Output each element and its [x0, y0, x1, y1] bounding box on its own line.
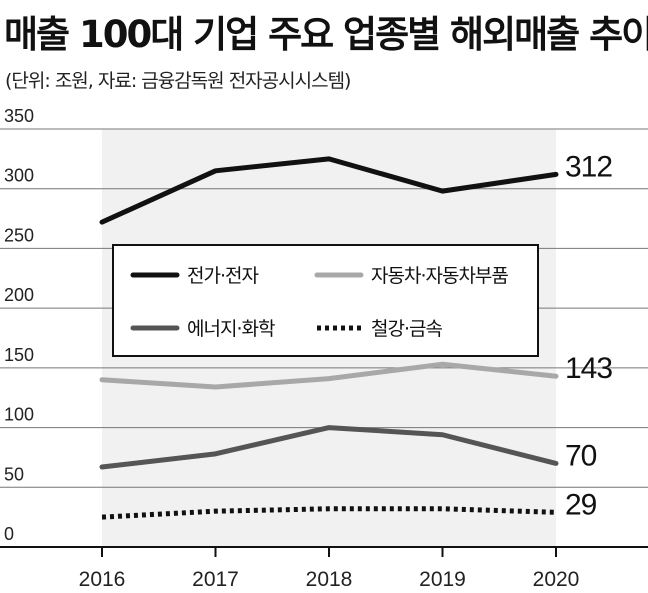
chart-title: 매출 100대 기업 주요 업종별 해외매출 추이	[4, 13, 648, 56]
series-end-label: 29	[565, 488, 597, 521]
y-tick-label: 100	[4, 405, 34, 425]
x-tick-label: 2016	[79, 568, 126, 591]
series-end-label: 143	[565, 352, 612, 385]
legend-entry: 에너지·화학	[187, 318, 275, 340]
y-tick-label: 350	[4, 106, 34, 126]
x-tick-label: 2018	[306, 568, 353, 591]
legend-box	[112, 244, 539, 357]
legend-entry: 철강·금속	[371, 318, 442, 340]
y-tick-label: 200	[4, 285, 34, 305]
x-tick-label: 2020	[533, 568, 580, 591]
y-tick-label: 50	[4, 464, 24, 484]
y-tick-label: 150	[4, 345, 34, 365]
y-tick-label: 250	[4, 225, 34, 245]
chart-subtitle: (단위: 조원, 자료: 금융감독원 전자공시시스템)	[5, 70, 351, 92]
legend-entry: 자동차·자동차부품	[371, 265, 508, 287]
y-tick-label: 300	[4, 166, 34, 186]
x-tick-label: 2019	[419, 568, 466, 591]
y-tick-label: 0	[4, 524, 14, 544]
x-tick-label: 2017	[192, 568, 239, 591]
legend-entry: 전가·전자	[187, 265, 258, 287]
series-end-label: 70	[565, 439, 597, 472]
series-end-label: 312	[565, 150, 612, 183]
